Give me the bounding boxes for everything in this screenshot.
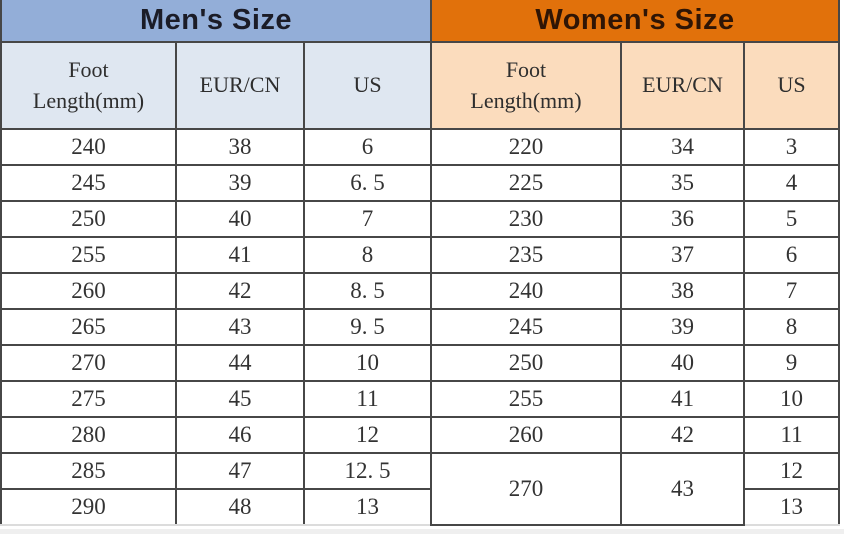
men-foot-cell: 240 (0, 128, 177, 166)
women-us-cell: 8 (742, 308, 841, 346)
women-eur-cell: 36 (620, 200, 745, 238)
men-foot-cell: 270 (0, 344, 177, 382)
men-us-cell: 11 (303, 380, 432, 418)
men-eur-cell: 40 (175, 200, 305, 238)
women-eur-cell: 37 (620, 236, 745, 274)
table-row: 290 48 13 13 (0, 488, 841, 526)
table-row: 255 41 8 235 37 6 (0, 236, 841, 274)
table-row: 260 42 8. 5 240 38 7 (0, 272, 841, 310)
women-us-cell: 12 (742, 452, 841, 490)
men-eur-cell: 48 (175, 488, 305, 526)
men-foot-cell: 250 (0, 200, 177, 238)
men-us-cell: 8 (303, 236, 432, 274)
women-eur-cell: 41 (620, 380, 745, 418)
men-us-cell: 6 (303, 128, 432, 166)
women-us-cell: 4 (742, 164, 841, 202)
men-eur-cell: 47 (175, 452, 305, 490)
men-eur-cell: 46 (175, 416, 305, 454)
men-us-cell: 6. 5 (303, 164, 432, 202)
women-eur-cell: 34 (620, 128, 745, 166)
women-us-cell: 5 (742, 200, 841, 238)
men-us-header: US (303, 41, 432, 130)
men-eur-cell: 39 (175, 164, 305, 202)
men-foot-cell: 260 (0, 272, 177, 310)
women-us-cell: 3 (742, 128, 841, 166)
women-foot-cell: 245 (430, 308, 622, 346)
women-us-cell: 10 (742, 380, 841, 418)
women-foot-cell: 220 (430, 128, 622, 166)
men-foot-cell: 290 (0, 488, 177, 526)
women-foot-cell: 250 (430, 344, 622, 382)
women-eur-cell-merged: 43 (620, 452, 745, 526)
table-row: 245 39 6. 5 225 35 4 (0, 164, 841, 202)
men-foot-cell: 275 (0, 380, 177, 418)
men-section-title: Men's Size (0, 0, 432, 43)
men-foot-cell: 285 (0, 452, 177, 490)
men-eur-cell: 42 (175, 272, 305, 310)
men-eur-cn-header: EUR/CN (175, 41, 305, 130)
table-row: 280 46 12 260 42 11 (0, 416, 841, 454)
table-row: 270 44 10 250 40 9 (0, 344, 841, 382)
foot-length-line2: Length(mm) (32, 87, 145, 113)
men-us-cell: 12. 5 (303, 452, 432, 490)
women-eur-cell: 42 (620, 416, 745, 454)
women-foot-cell: 235 (430, 236, 622, 274)
women-section-title: Women's Size (429, 0, 841, 43)
men-eur-cell: 45 (175, 380, 305, 418)
men-us-cell: 7 (303, 200, 432, 238)
women-eur-cell: 39 (620, 308, 745, 346)
column-header-row: Foot Length(mm) EUR/CN US Foot Length(mm… (0, 41, 841, 130)
men-foot-length-header: Foot Length(mm) (0, 41, 177, 130)
women-eur-cell: 38 (620, 272, 745, 310)
men-us-cell: 8. 5 (303, 272, 432, 310)
women-eur-cell: 35 (620, 164, 745, 202)
women-us-header: US (742, 41, 841, 130)
men-eur-cell: 44 (175, 344, 305, 382)
women-foot-cell: 255 (430, 380, 622, 418)
title-row: Men's Size Women's Size (0, 0, 841, 43)
women-us-cell: 13 (742, 488, 841, 526)
women-foot-cell-merged: 270 (430, 452, 622, 526)
women-foot-cell: 230 (430, 200, 622, 238)
men-foot-cell: 245 (0, 164, 177, 202)
men-us-cell: 10 (303, 344, 432, 382)
women-eur-cn-header: EUR/CN (620, 41, 745, 130)
foot-length-line1: Foot (505, 56, 547, 82)
men-eur-cell: 43 (175, 308, 305, 346)
men-us-cell: 13 (303, 488, 432, 526)
women-us-cell: 6 (742, 236, 841, 274)
foot-length-line2: Length(mm) (470, 87, 582, 113)
women-foot-length-header: Foot Length(mm) (430, 41, 622, 130)
men-us-cell: 9. 5 (303, 308, 432, 346)
women-eur-cell: 40 (620, 344, 745, 382)
foot-length-line1: Foot (68, 56, 109, 82)
men-foot-cell: 255 (0, 236, 177, 274)
women-foot-cell: 260 (430, 416, 622, 454)
men-eur-cell: 41 (175, 236, 305, 274)
bottom-margin-strip (0, 529, 844, 534)
table-row: 250 40 7 230 36 5 (0, 200, 841, 238)
men-foot-cell: 280 (0, 416, 177, 454)
table-row: 275 45 11 255 41 10 (0, 380, 841, 418)
men-foot-cell: 265 (0, 308, 177, 346)
men-eur-cell: 38 (175, 128, 305, 166)
women-foot-cell: 240 (430, 272, 622, 310)
women-us-cell: 7 (742, 272, 841, 310)
women-us-cell: 11 (742, 416, 841, 454)
table-row: 285 47 12. 5 270 43 12 (0, 452, 841, 526)
table-row: 240 38 6 220 34 3 (0, 128, 841, 166)
men-us-cell: 12 (303, 416, 432, 454)
table-row: 265 43 9. 5 245 39 8 (0, 308, 841, 346)
women-us-cell: 9 (742, 344, 841, 382)
women-foot-cell: 225 (430, 164, 622, 202)
